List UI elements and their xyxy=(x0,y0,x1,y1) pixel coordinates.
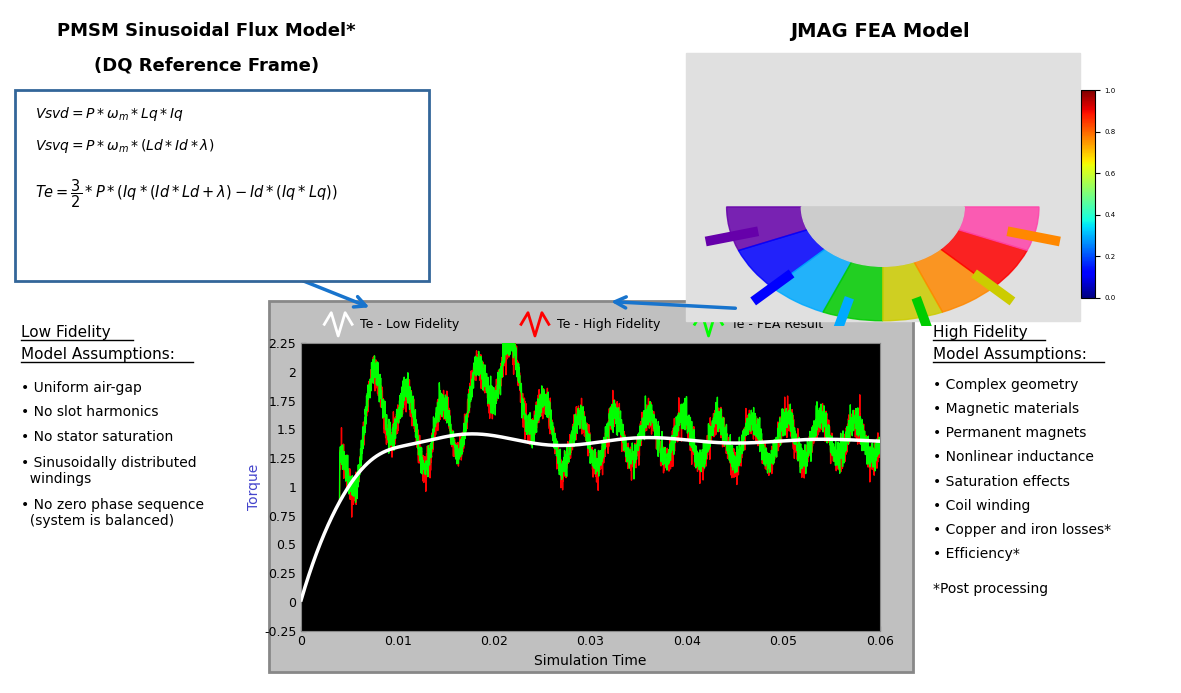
Text: • Complex geometry: • Complex geometry xyxy=(933,378,1078,392)
Text: • No slot harmonics: • No slot harmonics xyxy=(21,405,158,419)
Wedge shape xyxy=(914,249,993,312)
Wedge shape xyxy=(882,262,942,321)
Wedge shape xyxy=(772,249,852,312)
Wedge shape xyxy=(801,207,964,266)
Text: • Magnetic materials: • Magnetic materials xyxy=(933,402,1079,416)
Text: Model Assumptions:: Model Assumptions: xyxy=(21,347,175,362)
Text: (DQ Reference Frame): (DQ Reference Frame) xyxy=(94,57,319,75)
Text: Te - Low Fidelity: Te - Low Fidelity xyxy=(360,318,459,331)
Text: • Permanent magnets: • Permanent magnets xyxy=(933,426,1087,440)
Text: • No stator saturation: • No stator saturation xyxy=(21,430,174,444)
Wedge shape xyxy=(738,229,826,288)
Text: High Fidelity: High Fidelity xyxy=(933,325,1027,340)
Text: $Vsvd = P * \omega_m * Lq * Iq$: $Vsvd = P * \omega_m * Lq * Iq$ xyxy=(35,105,184,123)
Text: • Saturation effects: • Saturation effects xyxy=(933,475,1070,489)
Y-axis label: Torque: Torque xyxy=(247,464,261,510)
Text: • No zero phase sequence
  (system is balanced): • No zero phase sequence (system is bala… xyxy=(21,498,204,528)
Wedge shape xyxy=(823,262,882,321)
Text: • Coil winding: • Coil winding xyxy=(933,499,1030,513)
Text: • Copper and iron losses*: • Copper and iron losses* xyxy=(933,523,1111,537)
Text: JMAG FEA Model: JMAG FEA Model xyxy=(790,21,970,41)
Text: Te - High Fidelity: Te - High Fidelity xyxy=(557,318,660,331)
Wedge shape xyxy=(726,207,808,250)
Text: • Efficiency*: • Efficiency* xyxy=(933,547,1020,561)
Text: • Sinusoidally distributed
  windings: • Sinusoidally distributed windings xyxy=(21,456,197,486)
Text: $Vsvq = P * \omega_m * (Ld * Id * \lambda)$: $Vsvq = P * \omega_m * (Ld * Id * \lambd… xyxy=(35,137,215,155)
Wedge shape xyxy=(958,207,1039,250)
Text: $Te = \dfrac{3}{2} * P * (Iq * (Id * Ld + \lambda) - Id * (Iq * Lq))$: $Te = \dfrac{3}{2} * P * (Iq * (Id * Ld … xyxy=(35,178,338,210)
Text: *Post processing: *Post processing xyxy=(933,582,1048,596)
Text: • Uniform air-gap: • Uniform air-gap xyxy=(21,381,142,395)
Text: Model Assumptions:: Model Assumptions: xyxy=(933,347,1087,362)
X-axis label: Simulation Time: Simulation Time xyxy=(534,654,647,668)
Text: Low Fidelity: Low Fidelity xyxy=(21,325,111,340)
Text: Te - FEA Result: Te - FEA Result xyxy=(731,318,823,331)
Wedge shape xyxy=(940,229,1027,288)
Text: PMSM Sinusoidal Flux Model*: PMSM Sinusoidal Flux Model* xyxy=(58,22,355,40)
Text: • Nonlinear inductance: • Nonlinear inductance xyxy=(933,450,1094,464)
